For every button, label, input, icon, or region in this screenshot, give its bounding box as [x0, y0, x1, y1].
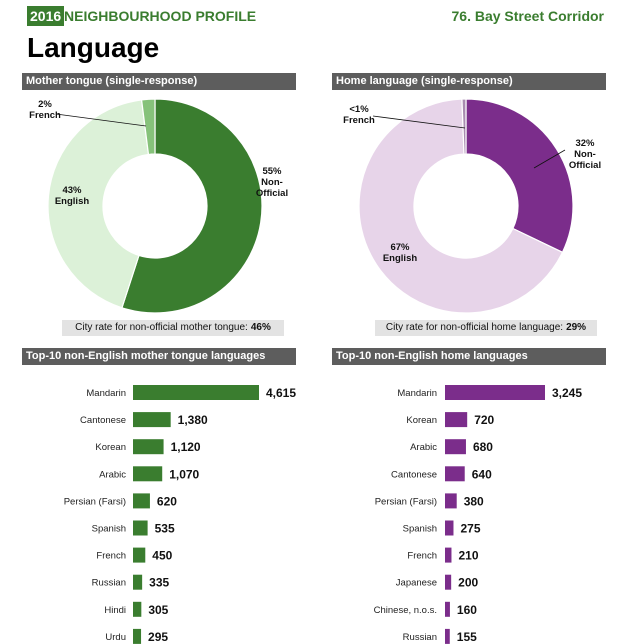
home-bar-0: [445, 385, 545, 400]
home-label-french: <1% French: [343, 104, 375, 126]
mother-bar-value-2: 1,120: [171, 440, 201, 454]
home-language-panel-title: Home language (single-response): [332, 73, 606, 90]
home-bar-value-5: 275: [460, 522, 480, 536]
home-bar-value-7: 200: [458, 576, 478, 590]
mother-bar-value-0: 4,615: [266, 386, 296, 400]
mother-bar-value-6: 450: [152, 549, 172, 563]
mother-label-french: 2% French: [29, 99, 61, 121]
year-badge: 2016: [27, 6, 65, 26]
home-label-english: 67% English: [383, 242, 418, 264]
mother-bar-8: [133, 601, 142, 617]
home-bar-value-0: 3,245: [552, 386, 582, 400]
mother-tongue-city-rate-value: 46%: [250, 322, 271, 333]
home-language-city-rate-label: City rate for non-official home language…: [385, 322, 564, 333]
mother-bar-9: [133, 628, 142, 644]
home-language-city-rate-value: 29%: [566, 322, 587, 333]
mother-bar-category-7: Russian: [92, 578, 126, 589]
home-bar-value-2: 680: [473, 440, 493, 454]
mother-bar-value-8: 305: [148, 603, 168, 617]
mother-bar-category-4: Persian (Farsi): [64, 496, 126, 507]
home-bar-category-8: Chinese, n.o.s.: [374, 605, 437, 616]
home-bar-value-1: 720: [474, 413, 494, 427]
home-bar-value-6: 210: [458, 549, 478, 563]
top-mother-tongue-panel-title: Top-10 non-English mother tongue languag…: [22, 348, 296, 365]
mother-bar-value-5: 535: [155, 522, 175, 536]
mother-bar-4: [133, 493, 150, 509]
mother-bar-value-1: 1,380: [178, 413, 208, 427]
home-bar-value-3: 640: [472, 467, 492, 481]
page-header: 2016 NEIGHBOURHOOD PROFILE 76. Bay Stree…: [0, 0, 624, 34]
home-bar-value-4: 380: [464, 494, 484, 508]
home-slice-french: [461, 98, 467, 155]
home-bar-category-2: Arabic: [410, 442, 437, 453]
mother-bar-category-6: French: [96, 551, 126, 562]
section-title: Language: [27, 32, 160, 63]
mother-tongue-city-rate: City rate for non-official mother tongue…: [62, 320, 284, 336]
home-bar-8: [445, 601, 450, 617]
mother-slice-english: [47, 99, 150, 309]
mother-slice-non-official: [121, 98, 263, 314]
neighbourhood-name: 76. Bay Street Corridor: [451, 8, 605, 24]
mother-bar-category-2: Korean: [95, 442, 126, 453]
home-bar-category-1: Korean: [406, 415, 437, 426]
home-bar-category-5: Spanish: [403, 524, 437, 535]
mother-bar-category-8: Hindi: [104, 605, 126, 616]
home-bar-6: [445, 547, 452, 563]
top-home-language-panel-title: Top-10 non-English home languages: [332, 348, 606, 365]
home-bar-category-7: Japanese: [396, 578, 437, 589]
mother-bar-value-9: 295: [148, 630, 168, 644]
mother-bar-2: [133, 439, 164, 455]
mother-tongue-city-rate-label: City rate for non-official mother tongue…: [75, 322, 248, 333]
mother-bar-category-1: Cantonese: [80, 415, 126, 426]
home-bar-4: [445, 493, 457, 509]
profile-title: NEIGHBOURHOOD PROFILE: [64, 8, 257, 24]
mother-bar-category-3: Arabic: [99, 469, 126, 480]
mother-bar-value-4: 620: [157, 494, 177, 508]
mother-slice-french: [140, 98, 156, 156]
home-bar-9: [445, 628, 450, 644]
mother-bar-3: [133, 466, 163, 482]
mother-bar-7: [133, 574, 143, 590]
home-bar-category-6: French: [407, 551, 437, 562]
mother-bar-category-5: Spanish: [92, 524, 126, 535]
home-slice-english: [358, 98, 564, 314]
mother-bar-category-9: Urdu: [105, 632, 126, 643]
mother-label-english: 43% English: [55, 185, 90, 207]
home-bar-category-3: Cantonese: [391, 469, 437, 480]
mother-bar-value-3: 1,070: [169, 467, 199, 481]
home-bar-category-9: Russian: [403, 632, 437, 643]
home-leader-line: [533, 149, 566, 169]
home-bar-5: [445, 520, 454, 536]
mother-leader-line: [55, 113, 147, 127]
mother-label-non-official: 55% Non-Official: [256, 166, 288, 199]
home-bar-2: [445, 439, 466, 455]
home-bar-category-0: Mandarin: [397, 388, 437, 399]
home-leader-line: [372, 115, 466, 129]
home-bar-value-9: 155: [457, 630, 477, 644]
mother-bar-value-7: 335: [149, 576, 169, 590]
home-bar-7: [445, 574, 452, 590]
home-bar-3: [445, 466, 465, 482]
mother-bar-6: [133, 547, 146, 563]
home-bar-1: [445, 412, 468, 428]
home-language-city-rate: City rate for non-official home language…: [375, 320, 597, 336]
mother-bar-0: [133, 385, 259, 400]
home-bar-category-4: Persian (Farsi): [375, 496, 437, 507]
mother-tongue-panel-title: Mother tongue (single-response): [22, 73, 296, 90]
mother-bar-category-0: Mandarin: [86, 388, 126, 399]
home-label-non-official: 32% Non-Official: [569, 138, 601, 171]
mother-bar-5: [133, 520, 148, 536]
home-bar-value-8: 160: [457, 603, 477, 617]
home-slice-non-official: [465, 98, 574, 254]
mother-bar-1: [133, 412, 171, 428]
